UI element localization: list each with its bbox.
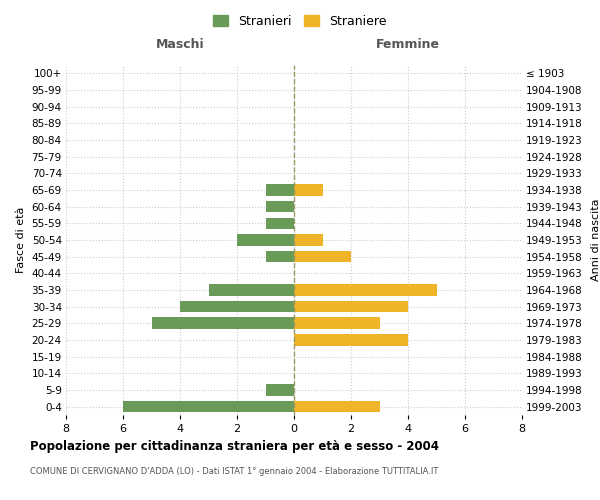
Legend: Stranieri, Straniere: Stranieri, Straniere [209, 11, 391, 32]
Bar [294, 284, 437, 296]
Bar [294, 184, 323, 196]
Bar [294, 318, 380, 329]
Y-axis label: Anni di nascita: Anni di nascita [591, 198, 600, 281]
Bar [265, 384, 294, 396]
Bar [237, 234, 294, 246]
Bar [294, 234, 323, 246]
Bar [209, 284, 294, 296]
Y-axis label: Fasce di età: Fasce di età [16, 207, 26, 273]
Bar [265, 218, 294, 229]
Text: Popolazione per cittadinanza straniera per età e sesso - 2004: Popolazione per cittadinanza straniera p… [30, 440, 439, 453]
Bar [265, 201, 294, 212]
Text: Maschi: Maschi [155, 38, 205, 51]
Bar [265, 251, 294, 262]
Text: Femmine: Femmine [376, 38, 440, 51]
Bar [294, 334, 408, 346]
Bar [294, 251, 351, 262]
Bar [180, 301, 294, 312]
Bar [151, 318, 294, 329]
Bar [294, 401, 380, 412]
Bar [123, 401, 294, 412]
Text: COMUNE DI CERVIGNANO D'ADDA (LO) - Dati ISTAT 1° gennaio 2004 - Elaborazione TUT: COMUNE DI CERVIGNANO D'ADDA (LO) - Dati … [30, 468, 439, 476]
Bar [294, 301, 408, 312]
Bar [265, 184, 294, 196]
